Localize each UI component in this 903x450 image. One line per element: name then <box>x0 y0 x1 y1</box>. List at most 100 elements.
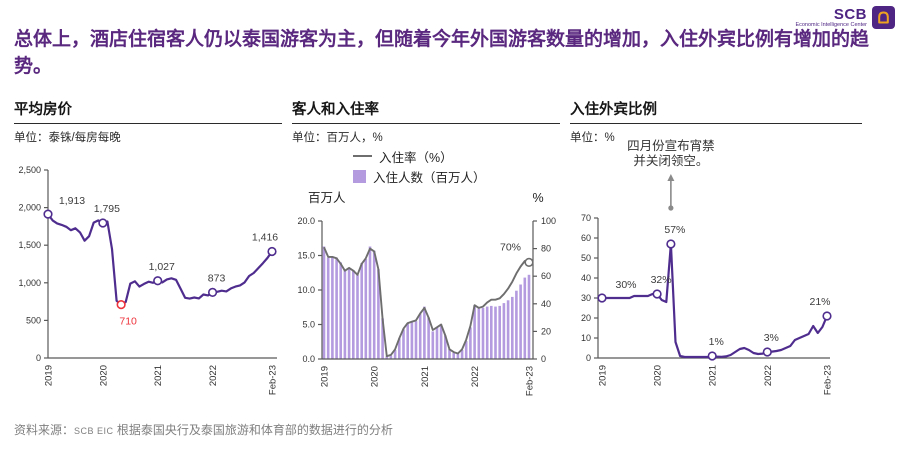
guest-count-bars <box>322 246 531 359</box>
source-label: 资料来源： <box>14 423 75 437</box>
guest-count-bar <box>460 350 464 359</box>
legend-item-occupancy-rate: 入住率（%） <box>353 147 486 165</box>
chart2-unit: 单位：百万人，% <box>292 132 383 144</box>
data-point-marker <box>822 311 832 321</box>
guest-count-bar <box>326 257 330 359</box>
guest-count-bar <box>427 317 430 359</box>
y-tick-label: 60 <box>541 271 551 281</box>
guest-count-bar <box>343 270 347 359</box>
guest-count-bar <box>414 321 418 359</box>
section-foreign-guest-ratio: 入住外宾比例 单位：% <box>570 98 862 145</box>
data-point-label: 57% <box>664 224 685 236</box>
data-point-marker <box>707 351 717 361</box>
guests-bar-swatch-icon <box>353 169 366 183</box>
data-point-label: 32% <box>651 274 672 286</box>
source-note: 资料来源：SCB EIC 根据泰国央行及泰国旅游和体育部的数据进行的分析 <box>14 421 393 438</box>
data-point-marker <box>762 347 772 357</box>
guest-count-bar <box>335 257 338 359</box>
y-tick-label: 0 <box>586 353 591 363</box>
y-tick-label: 20 <box>541 326 551 336</box>
scb-emblem-icon <box>872 6 895 29</box>
x-tick-label: 2019 <box>598 365 609 386</box>
guest-count-bar <box>506 300 510 359</box>
page-title: 总体上，酒店住宿客人仍以泰国游客为主，但随着今年外国游客数量的增加，入住外宾比例… <box>14 29 870 77</box>
x-tick-label: 2020 <box>98 365 109 386</box>
guest-count-bar <box>469 327 472 359</box>
scb-logo: SCB Economic Intelligence Center <box>795 6 895 29</box>
x-tick-label: Feb-23 <box>823 365 834 395</box>
scb-logo-subtitle: Economic Intelligence Center <box>795 21 867 28</box>
guest-count-bar <box>393 350 397 359</box>
y-tick-label: 20.0 <box>297 216 315 226</box>
guest-count-bar <box>364 259 368 359</box>
x-tick-label: 2021 <box>153 365 164 386</box>
data-point-marker <box>116 300 126 310</box>
guest-count-bar <box>410 322 414 359</box>
legend-item-guest-count: 入住人数（百万人） <box>353 167 486 185</box>
guest-count-bar <box>431 331 435 359</box>
data-point-marker <box>597 293 607 303</box>
y-tick-label: 2,500 <box>18 165 41 175</box>
y-tick-label: 60 <box>581 233 591 243</box>
data-point-label: 30% <box>615 279 636 291</box>
data-point-label: 1,416 <box>252 232 278 244</box>
guest-count-bar <box>385 356 389 359</box>
guest-count-bar <box>352 270 355 359</box>
guest-count-bar <box>477 308 481 359</box>
guest-count-bar <box>502 303 506 359</box>
data-point-label: 1,027 <box>149 261 175 273</box>
scb-logo-brand: SCB <box>833 5 867 23</box>
section-average-room-price: 平均房价 单位：泰铢/每房每晚 <box>14 98 282 145</box>
guest-count-bar <box>452 352 455 359</box>
guests-and-occupancy-chart: 百万人 % 0.0 5.0 10.0 15.0 20.0 0 20 40 60 80 100 2019 20… <box>297 191 556 396</box>
data-point-label: 1,913 <box>59 195 85 207</box>
x-tick-label: Feb-23 <box>268 365 279 395</box>
guest-count-bar <box>377 269 380 359</box>
guest-count-bar <box>423 306 426 359</box>
price-line <box>46 212 274 306</box>
y-tick-label: 5.0 <box>302 320 315 330</box>
y-tick-label: 40 <box>541 299 551 309</box>
guest-count-bar <box>360 263 363 359</box>
data-point-label: 1,795 <box>94 203 120 215</box>
data-point-marker <box>153 276 163 286</box>
data-point-marker <box>43 209 53 219</box>
data-point-label: 1% <box>709 336 724 348</box>
foreign-guest-ratio-chart: 0 10 20 30 40 50 60 70 2019 2020 2021 2022 Feb-23 四月份… <box>581 138 834 395</box>
guest-count-bar <box>494 306 497 359</box>
y-tick-label: 0.0 <box>302 354 315 364</box>
guest-count-bar <box>519 284 522 359</box>
average-room-price-chart: 0 500 1,000 1,500 2,000 2,500 2019 2020 2021 2022… <box>18 165 279 395</box>
guest-count-bar <box>356 274 359 359</box>
y-tick-label: 2,000 <box>18 203 41 213</box>
x-tick-label: 2019 <box>44 365 55 386</box>
y-tick-label: 1,500 <box>18 240 41 250</box>
guest-count-bar <box>406 323 409 359</box>
data-point-marker <box>524 257 534 267</box>
data-point-label: 873 <box>208 272 226 284</box>
y-tick-label: 50 <box>581 253 591 263</box>
occupancy-rate-line <box>323 246 530 358</box>
guest-count-bar <box>322 246 326 359</box>
left-axis-title: 百万人 <box>308 191 346 205</box>
y-tick-label: 0 <box>541 354 546 364</box>
x-tick-label: 2021 <box>420 366 431 387</box>
y-tick-label: 100 <box>541 216 556 226</box>
x-tick-label: 2020 <box>653 365 664 386</box>
data-point-marker <box>98 218 108 228</box>
chart1-unit: 单位：泰铢/每房每晚 <box>14 132 121 144</box>
data-point-marker <box>207 287 218 297</box>
right-axis-title: % <box>532 191 543 205</box>
guest-count-bar <box>398 338 401 359</box>
y-tick-label: 80 <box>541 244 551 254</box>
guest-count-bar <box>435 327 439 359</box>
guest-count-bar <box>331 256 334 359</box>
guest-count-bar <box>498 305 501 359</box>
annotation-text: 四月份宣布宵禁 <box>627 138 715 153</box>
guest-count-bar <box>490 305 493 359</box>
data-point-label: 710 <box>119 316 137 328</box>
annotation-text: 并关闭领空。 <box>633 154 708 168</box>
y-tick-label: 70 <box>581 213 591 223</box>
guest-count-bar <box>418 314 422 359</box>
x-tick-label: 2020 <box>370 366 381 387</box>
